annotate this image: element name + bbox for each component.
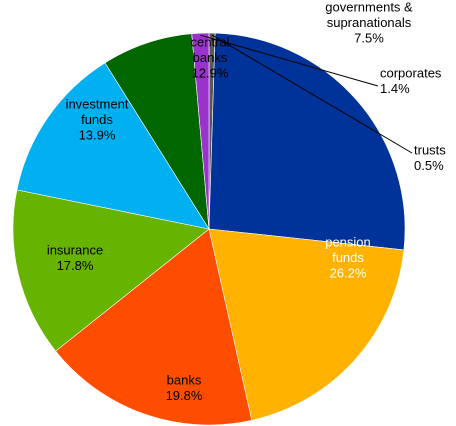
slice-label-line: 12.9%	[192, 66, 229, 81]
slice-label-line: 0.5%	[414, 158, 444, 173]
pie-slice-insurance	[55, 228, 253, 426]
slice-label-line: supranationals	[327, 15, 412, 30]
pie-slice-pension-funds	[208, 32, 406, 251]
slice-label-line: 17.8%	[57, 258, 94, 273]
slice-label-line: 7.5%	[354, 31, 384, 46]
slice-label-line: governments &	[325, 0, 413, 15]
leader-line-corporates	[200, 34, 379, 87]
slice-label-line: 19.8%	[166, 388, 203, 403]
slice-label-line: 26.2%	[330, 266, 367, 281]
pie-slice-corporates	[191, 32, 210, 230]
slice-labels: trusts 0.5%pension funds 26.2%banks 19.8%ins…	[47, 0, 446, 403]
slice-label-corporates: corporates 1.4%	[380, 65, 442, 96]
slice-label-pension-funds: pension funds 26.2%	[325, 235, 371, 281]
pie-slices	[12, 32, 406, 426]
slice-label-line: 1.4%	[380, 81, 410, 96]
pie-slice-investment-funds	[12, 189, 210, 352]
slice-label-line: pension	[325, 235, 371, 250]
slice-label-line: funds	[332, 250, 364, 265]
pie-slice-banks	[208, 228, 405, 421]
slice-label-line: funds	[81, 112, 113, 127]
slice-label-central-banks: central banks 12.9%	[190, 35, 229, 81]
slice-label-line: insurance	[47, 242, 103, 257]
slice-label-investment-funds: investment funds 13.9%	[66, 97, 129, 143]
slice-label-line: banks	[167, 372, 202, 387]
slice-label-line: central	[190, 35, 229, 50]
pie-slice-central-banks	[16, 62, 210, 230]
slice-label-banks: banks 19.8%	[166, 372, 203, 403]
slice-label-trusts: trusts 0.5%	[414, 142, 446, 173]
slice-label-governments-supranationals: governments & supranationals 7.5%	[325, 0, 413, 46]
slice-label-line: 13.9%	[79, 128, 116, 143]
leader-lines	[200, 34, 413, 154]
slice-label-insurance: insurance 17.8%	[47, 242, 103, 273]
slice-label-line: investment	[66, 97, 129, 112]
leader-line-trusts	[211, 34, 413, 154]
slice-label-line: corporates	[380, 65, 442, 80]
slice-label-line: trusts	[414, 142, 446, 157]
slice-label-line: banks	[193, 50, 228, 65]
